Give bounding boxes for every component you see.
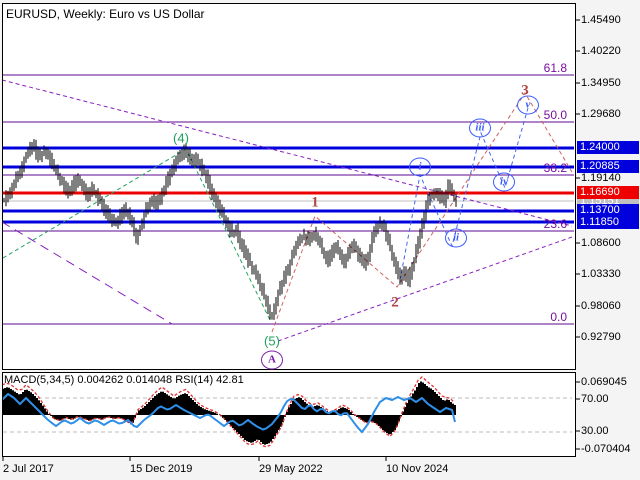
candles <box>3 139 457 320</box>
channel-line <box>3 222 173 325</box>
descending-trendline <box>3 79 573 227</box>
axis-ticks <box>2 19 580 461</box>
main-chart-layer <box>3 74 574 342</box>
main-plot-area[interactable] <box>2 3 576 370</box>
indicator-layer <box>3 376 572 448</box>
rsi-line <box>3 392 456 434</box>
red-wave-path <box>271 92 573 333</box>
fibonacci-lines <box>3 74 574 325</box>
ascending-support <box>277 236 573 342</box>
